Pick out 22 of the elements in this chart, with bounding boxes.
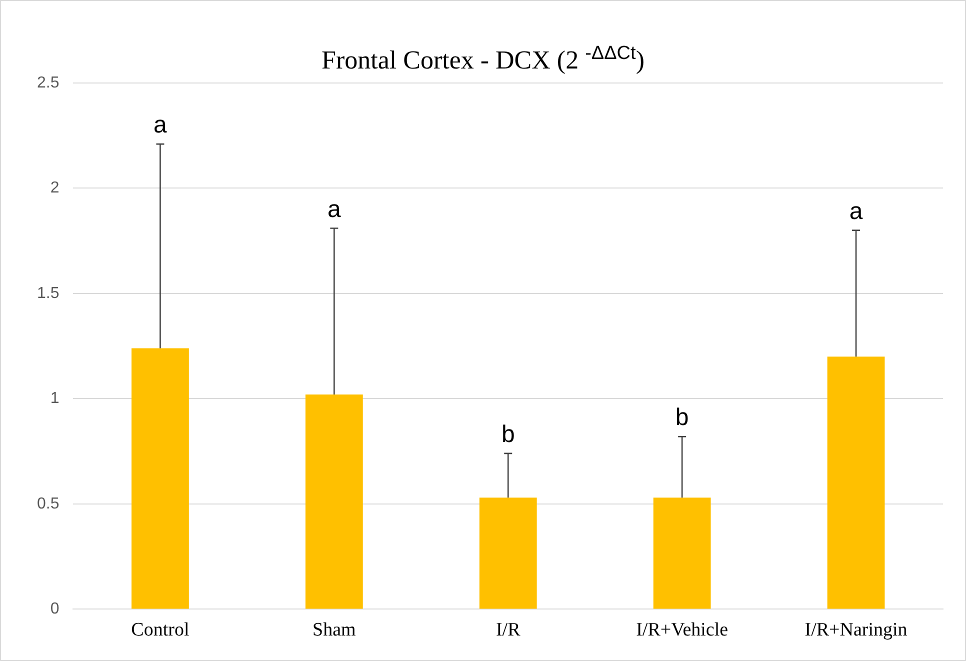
y-tick-label: 0 xyxy=(50,600,60,618)
bar xyxy=(305,394,363,609)
annotation: a xyxy=(154,112,168,139)
x-tick-label: Control xyxy=(131,620,190,641)
bar xyxy=(132,348,189,609)
bar xyxy=(653,498,711,609)
y-tick-label: 1.5 xyxy=(36,284,60,302)
annotation: b xyxy=(501,421,515,448)
annotation: a xyxy=(849,198,864,225)
y-tick-label: 2.5 xyxy=(36,74,60,92)
annotation: b xyxy=(675,404,689,432)
x-tick-label: I/R xyxy=(496,620,521,641)
bar xyxy=(479,498,537,609)
y-tick-label: 1 xyxy=(50,390,60,408)
annotation: a xyxy=(327,196,342,223)
x-tick-label: I/R+Vehicle xyxy=(636,620,728,641)
y-tick-label: 2 xyxy=(50,180,60,197)
x-tick-label: I/R+Naringin xyxy=(804,620,908,641)
chart-title: Frontal Cortex - DCX (2 $^{-ΔΔCt}$) xyxy=(320,43,646,76)
y-tick-label: 0.5 xyxy=(36,495,60,512)
bar xyxy=(827,356,885,609)
x-tick-label: Sham xyxy=(312,620,356,641)
